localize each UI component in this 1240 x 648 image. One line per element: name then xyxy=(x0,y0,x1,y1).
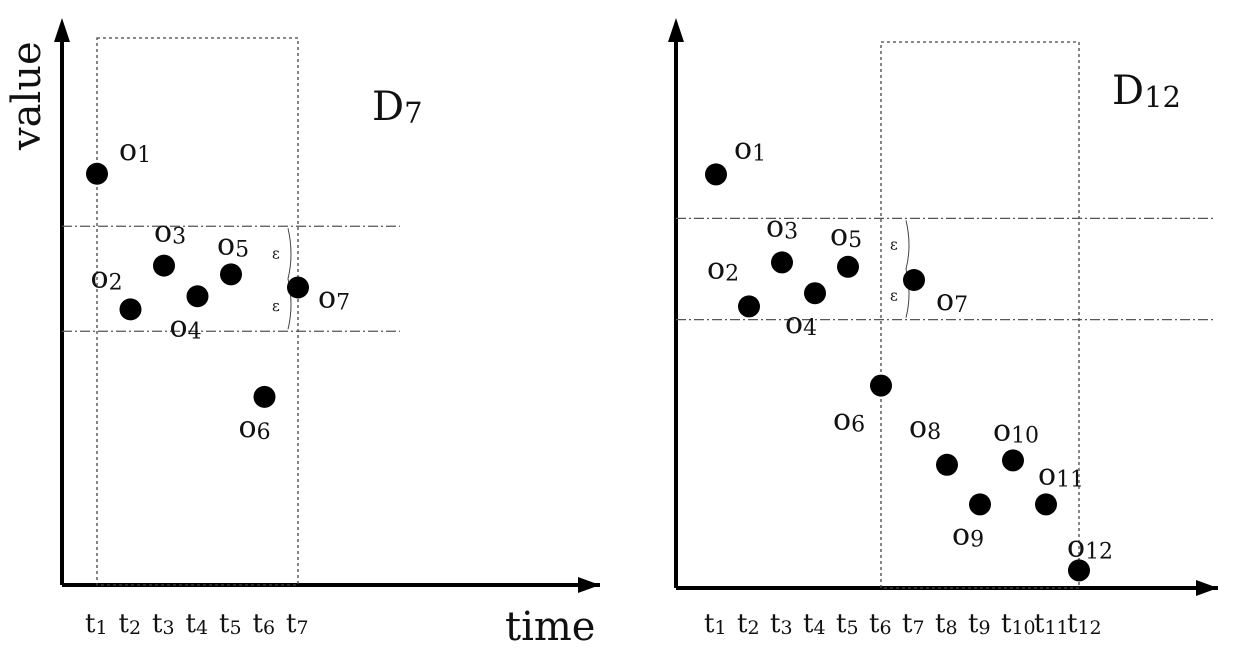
x-tick-label-t10: t10 xyxy=(1001,609,1036,639)
x-tick-label-t5: t5 xyxy=(219,609,242,639)
point-label-o11: o11 xyxy=(1038,457,1084,492)
window-box xyxy=(96,37,299,586)
data-point-o4 xyxy=(804,282,826,305)
chart-title: D12 xyxy=(1112,68,1181,114)
epsilon-mark: ε xyxy=(272,297,280,315)
x-tick-label-t7: t7 xyxy=(902,609,925,639)
point-label-o5: o5 xyxy=(830,218,862,253)
data-point-o4 xyxy=(186,285,209,308)
point-label-o3: o3 xyxy=(154,215,186,250)
data-point-o1 xyxy=(705,163,727,186)
point-label-o1: o1 xyxy=(119,133,151,168)
data-point-o10 xyxy=(1002,449,1024,472)
x-tick-label-t1: t1 xyxy=(704,609,727,639)
epsilon-brace xyxy=(905,220,910,318)
x-tick-label-t1: t1 xyxy=(85,609,108,639)
point-label-o7: o7 xyxy=(318,281,350,316)
data-point-o7 xyxy=(287,276,309,299)
x-axis-arrow xyxy=(578,577,600,593)
data-point-o11 xyxy=(1035,493,1057,516)
x-axis-title: time xyxy=(505,604,595,648)
x-tick-label-t2: t2 xyxy=(737,609,760,639)
epsilon-mark: ε xyxy=(890,286,898,304)
data-point-o3 xyxy=(153,254,175,277)
point-label-o7: o7 xyxy=(936,283,968,318)
point-label-o5: o5 xyxy=(217,227,249,262)
point-label-o2: o2 xyxy=(707,251,739,286)
data-point-o5 xyxy=(837,255,859,278)
data-point-o5 xyxy=(220,263,242,286)
y-axis-arrow xyxy=(668,18,684,42)
point-label-o6: o6 xyxy=(239,410,271,445)
y-axis-title: value xyxy=(4,41,50,151)
x-tick-label-t9: t9 xyxy=(968,609,991,639)
point-label-o12: o12 xyxy=(1067,529,1113,564)
data-point-o2 xyxy=(119,298,142,321)
point-label-o2: o2 xyxy=(91,260,123,295)
x-tick-label-t7: t7 xyxy=(286,609,309,639)
point-label-o4: o4 xyxy=(785,306,817,341)
x-tick-label-t12: t12 xyxy=(1067,609,1102,639)
epsilon-mark: ε xyxy=(272,245,280,263)
x-tick-label-t6: t6 xyxy=(869,609,892,639)
point-label-o4: o4 xyxy=(170,309,202,344)
epsilon-mark: ε xyxy=(890,236,898,254)
x-tick-label-t4: t4 xyxy=(803,609,826,639)
data-point-o12 xyxy=(1068,559,1090,582)
data-point-o6 xyxy=(870,374,892,397)
window-box xyxy=(880,41,1080,589)
point-label-o9: o9 xyxy=(952,517,984,552)
data-point-o3 xyxy=(771,251,793,274)
x-tick-label-t2: t2 xyxy=(119,609,142,639)
point-label-o3: o3 xyxy=(766,209,798,244)
x-tick-label-t4: t4 xyxy=(186,609,209,639)
x-tick-label-t3: t3 xyxy=(152,609,175,639)
x-tick-label-t11: t11 xyxy=(1034,609,1069,639)
point-label-o10: o10 xyxy=(993,413,1039,448)
x-tick-label-t6: t6 xyxy=(253,609,276,639)
x-axis-arrow xyxy=(1196,580,1218,596)
point-label-o8: o8 xyxy=(909,410,941,445)
epsilon-brace xyxy=(287,228,292,330)
x-tick-label-t8: t8 xyxy=(935,609,958,639)
point-label-o6: o6 xyxy=(833,403,865,438)
x-tick-label-t5: t5 xyxy=(836,609,859,639)
point-label-o1: o1 xyxy=(734,131,766,166)
data-point-o2 xyxy=(738,295,760,318)
data-point-o7 xyxy=(903,269,925,291)
x-tick-label-t3: t3 xyxy=(770,609,793,639)
data-point-o9 xyxy=(969,493,991,516)
y-axis-arrow xyxy=(54,18,70,42)
chart-title: D7 xyxy=(372,84,423,130)
data-point-o8 xyxy=(936,453,958,476)
data-point-o1 xyxy=(86,162,108,185)
data-point-o6 xyxy=(253,385,276,408)
